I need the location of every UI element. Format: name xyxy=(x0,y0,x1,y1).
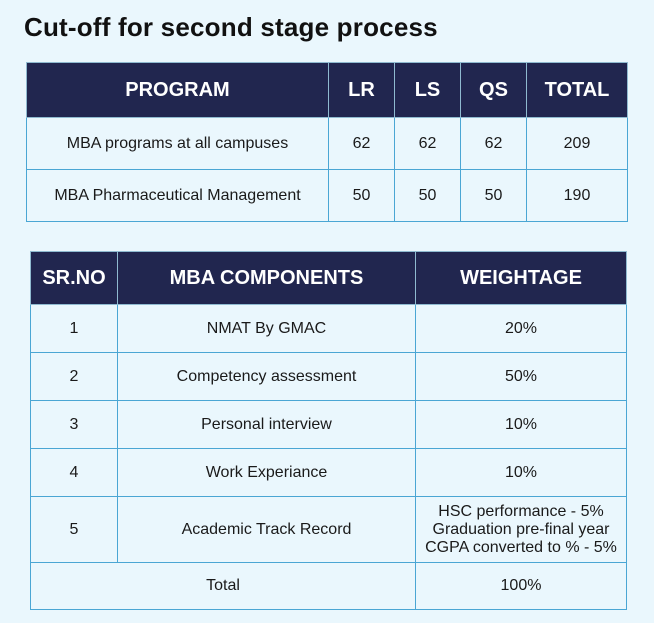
ls-value: 62 xyxy=(394,117,461,170)
table-row: MBA Pharmaceutical Management 50 50 50 1… xyxy=(26,169,628,222)
header-total: TOTAL xyxy=(526,62,628,118)
component-name: Competency assessment xyxy=(117,352,416,401)
sr-no: 5 xyxy=(30,496,118,563)
total-row: Total 100% xyxy=(30,562,627,610)
header-qs: QS xyxy=(460,62,527,118)
lr-value: 62 xyxy=(328,117,395,170)
components-header-row: SR.NO MBA COMPONENTS WEIGHTAGE xyxy=(30,251,627,305)
total-value: 190 xyxy=(526,169,628,222)
sr-no: 4 xyxy=(30,448,118,497)
weightage-breakdown: HSC performance - 5% Graduation pre-fina… xyxy=(415,496,627,563)
cutoff-header-row: PROGRAM LR LS QS TOTAL xyxy=(26,62,628,118)
table-row: 2 Competency assessment 50% xyxy=(30,352,627,401)
header-lr: LR xyxy=(328,62,395,118)
header-components: MBA COMPONENTS xyxy=(117,251,416,305)
page-title: Cut-off for second stage process xyxy=(24,12,438,42)
program-name: MBA programs at all campuses xyxy=(26,117,329,170)
weightage-value: 50% xyxy=(415,352,627,401)
header-weightage: WEIGHTAGE xyxy=(415,251,627,305)
component-name: NMAT By GMAC xyxy=(117,304,416,353)
ls-value: 50 xyxy=(394,169,461,222)
table-row: 1 NMAT By GMAC 20% xyxy=(30,304,627,353)
weightage-value: 20% xyxy=(415,304,627,353)
sr-no: 2 xyxy=(30,352,118,401)
table-row: MBA programs at all campuses 62 62 62 20… xyxy=(26,117,628,170)
weightage-value: 10% xyxy=(415,400,627,449)
weightage-line: Graduation pre-final year xyxy=(432,520,610,538)
component-name: Academic Track Record xyxy=(117,496,416,563)
lr-value: 50 xyxy=(328,169,395,222)
program-name: MBA Pharmaceutical Management xyxy=(26,169,329,222)
qs-value: 50 xyxy=(460,169,527,222)
table-row: 4 Work Experiance 10% xyxy=(30,448,627,497)
weightage-line: CGPA converted to % - 5% xyxy=(425,538,617,556)
qs-value: 62 xyxy=(460,117,527,170)
sr-no: 3 xyxy=(30,400,118,449)
cutoff-table: PROGRAM LR LS QS TOTAL MBA programs at a… xyxy=(26,62,628,222)
header-program: PROGRAM xyxy=(26,62,329,118)
component-name: Work Experiance xyxy=(117,448,416,497)
total-weightage: 100% xyxy=(415,562,627,610)
total-label: Total xyxy=(30,562,416,610)
sr-no: 1 xyxy=(30,304,118,353)
components-table: SR.NO MBA COMPONENTS WEIGHTAGE 1 NMAT By… xyxy=(30,251,627,610)
weightage-line: HSC performance - 5% xyxy=(438,502,604,520)
weightage-value: 10% xyxy=(415,448,627,497)
table-row: 5 Academic Track Record HSC performance … xyxy=(30,496,627,563)
total-value: 209 xyxy=(526,117,628,170)
header-sr-no: SR.NO xyxy=(30,251,118,305)
table-row: 3 Personal interview 10% xyxy=(30,400,627,449)
component-name: Personal interview xyxy=(117,400,416,449)
header-ls: LS xyxy=(394,62,461,118)
